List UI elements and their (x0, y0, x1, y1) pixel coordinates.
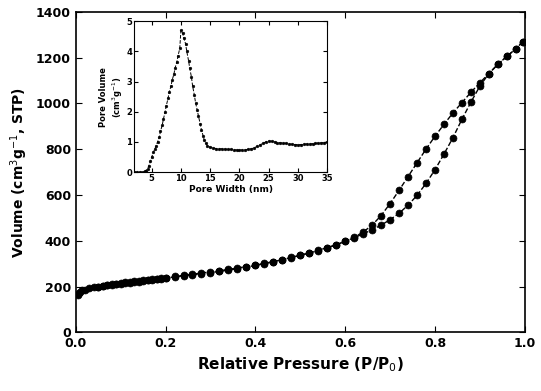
X-axis label: Relative Pressure (P/P$_0$): Relative Pressure (P/P$_0$) (197, 356, 404, 375)
Y-axis label: Volume (cm$^3$g$^{-1}$, STP): Volume (cm$^3$g$^{-1}$, STP) (9, 86, 30, 258)
